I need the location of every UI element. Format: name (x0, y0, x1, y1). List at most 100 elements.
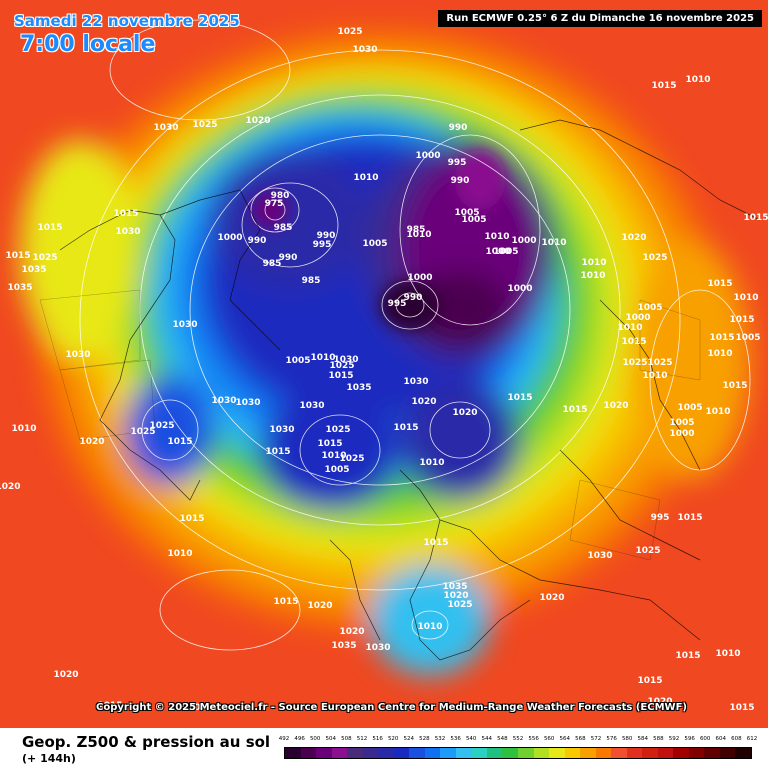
pressure-label: 1010 (580, 271, 605, 281)
pressure-label: 1010 (310, 353, 335, 363)
pressure-label: 1015 (423, 538, 448, 548)
legend-swatch (393, 748, 410, 758)
pressure-label: 1010 (167, 549, 192, 559)
legend-swatch (642, 748, 658, 758)
pressure-label: 1030 (65, 350, 90, 360)
legend-level-label: 564 (559, 736, 571, 742)
pressure-label: 1010 (707, 349, 732, 359)
legend-swatch (285, 748, 301, 758)
legend-level-label: 604 (715, 736, 727, 742)
legend-level-label: 540 (465, 736, 477, 742)
pressure-label: 1015 (729, 315, 754, 325)
legend-level-label: 516 (372, 736, 383, 742)
pressure-label: 1010 (321, 451, 346, 461)
forecast-time: 7:00 locale (20, 32, 156, 57)
isobars (79, 19, 751, 651)
legend-swatch (657, 748, 674, 758)
pressure-label: 990 (404, 293, 423, 303)
legend-level-label: 608 (731, 736, 742, 742)
pressure-label: 1005 (677, 403, 702, 413)
pressure-label: 990 (451, 176, 470, 186)
pressure-label: 1025 (337, 27, 362, 37)
pressure-label: 1010 (642, 371, 667, 381)
pressure-label: 1015 (729, 703, 754, 713)
legend-swatch (549, 748, 565, 758)
legend-swatch (719, 748, 736, 758)
map-variable-title: Geop. Z500 & pression au sol (22, 733, 271, 751)
pressure-label: 975 (265, 199, 284, 209)
pressure-label: 1025 (192, 120, 217, 130)
pressure-label: 1025 (647, 358, 672, 368)
pressure-label: 995 (651, 513, 670, 523)
pressure-label: 1005 (669, 418, 694, 428)
pressure-label: 1020 (307, 601, 332, 611)
legend-swatch (300, 748, 317, 758)
pressure-label: 995 (313, 240, 332, 250)
pressure-label: 1035 (346, 383, 371, 393)
pressure-label: 1020 (53, 670, 78, 680)
pressure-label: 1025 (635, 546, 660, 556)
pressure-label: 1015 (722, 381, 747, 391)
pressure-label: 1030 (115, 227, 140, 237)
legend-swatch (704, 748, 720, 758)
pressure-label: 995 (388, 299, 407, 309)
pressure-label: 1030 (153, 123, 178, 133)
pressure-label: 1010 (11, 424, 36, 434)
legend-swatch (502, 748, 518, 758)
pressure-label: 1000 (485, 247, 510, 257)
legend-level-label: 552 (512, 736, 524, 742)
pressure-label: 1010 (581, 258, 606, 268)
legend-level-label: 580 (621, 736, 633, 742)
pressure-label: 1035 (7, 283, 32, 293)
legend-level-label: 568 (575, 736, 586, 742)
pressure-label: 1005 (362, 239, 387, 249)
legend-swatch (517, 748, 534, 758)
legend-labels: 492 496 500 504 508 512 516 520 524 528 532 536 540 5… (279, 736, 758, 746)
pressure-label: 1010 (417, 622, 442, 632)
pressure-label: 985 (302, 276, 321, 286)
legend-level-label: 536 (450, 736, 461, 742)
pressure-label: 1030 (235, 398, 260, 408)
legend-swatch (409, 748, 425, 758)
legend-level-label: 592 (668, 736, 680, 742)
legend-level-label: 532 (434, 736, 446, 742)
pressure-label: 1000 (507, 284, 532, 294)
pressure-label: 1015 (37, 223, 62, 233)
pressure-label: 1010 (715, 649, 740, 659)
legend-level-label: 504 (325, 736, 337, 742)
pressure-label: 1020 (79, 437, 104, 447)
legend-swatch (347, 748, 363, 758)
legend-level-label: 572 (590, 736, 602, 742)
pressure-label: 1000 (625, 313, 650, 323)
pressure-label: 1015 (97, 701, 122, 711)
pressure-label: 1020 (603, 401, 628, 411)
legend-swatch (735, 748, 751, 758)
pressure-label: 1010 (617, 323, 642, 333)
pressure-label: 1025 (130, 427, 155, 437)
pressure-label: 1015 (675, 651, 700, 661)
pressure-label: 1015 (707, 279, 732, 289)
pressure-label: 1015 (167, 437, 192, 447)
legend-level-label: 588 (653, 736, 664, 742)
pressure-label: 1000 (669, 429, 694, 439)
pressure-label: 1025 (149, 421, 174, 431)
pressure-label: 1010 (733, 293, 758, 303)
legend-swatch (440, 748, 456, 758)
legend-level-label: 556 (528, 736, 539, 742)
legend-level-label: 508 (341, 736, 352, 742)
pressure-label: 990 (279, 253, 298, 263)
legend-swatch (455, 748, 472, 758)
legend-swatch (595, 748, 612, 758)
pressure-label: 1025 (622, 358, 647, 368)
graticule (39, 289, 701, 561)
legend-swatch (378, 748, 394, 758)
legend-level-label: 512 (356, 736, 368, 742)
legend-swatch (611, 748, 627, 758)
pressure-label: 1010 (353, 173, 378, 183)
pressure-label: 985 (274, 223, 293, 233)
legend-level-label: 528 (419, 736, 430, 742)
legend-swatch (626, 748, 643, 758)
legend-swatch (471, 748, 487, 758)
